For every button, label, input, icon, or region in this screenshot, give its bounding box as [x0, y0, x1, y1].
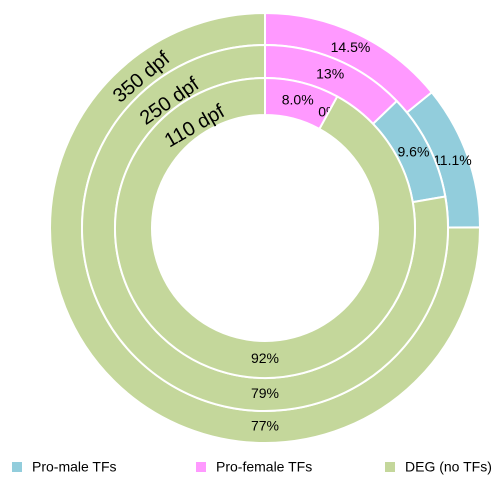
legend-label: Pro-male TFs	[32, 459, 117, 475]
value-label: 8.0%	[282, 91, 314, 107]
value-label: 92%	[251, 350, 279, 366]
legend-label: Pro-female TFs	[216, 459, 312, 475]
legend-swatch	[12, 462, 22, 472]
value-label: 11.1%	[433, 152, 472, 168]
value-label: 77%	[251, 418, 279, 434]
legend-swatch	[196, 462, 206, 472]
segment	[114, 76, 416, 379]
value-label: 13%	[316, 65, 344, 81]
legend-label: DEG (no TFs)	[405, 459, 492, 475]
value-label: 79%	[251, 385, 279, 401]
value-label: 14.5%	[331, 39, 371, 55]
legend-swatch	[385, 462, 395, 472]
value-label: 9.6%	[397, 143, 429, 159]
